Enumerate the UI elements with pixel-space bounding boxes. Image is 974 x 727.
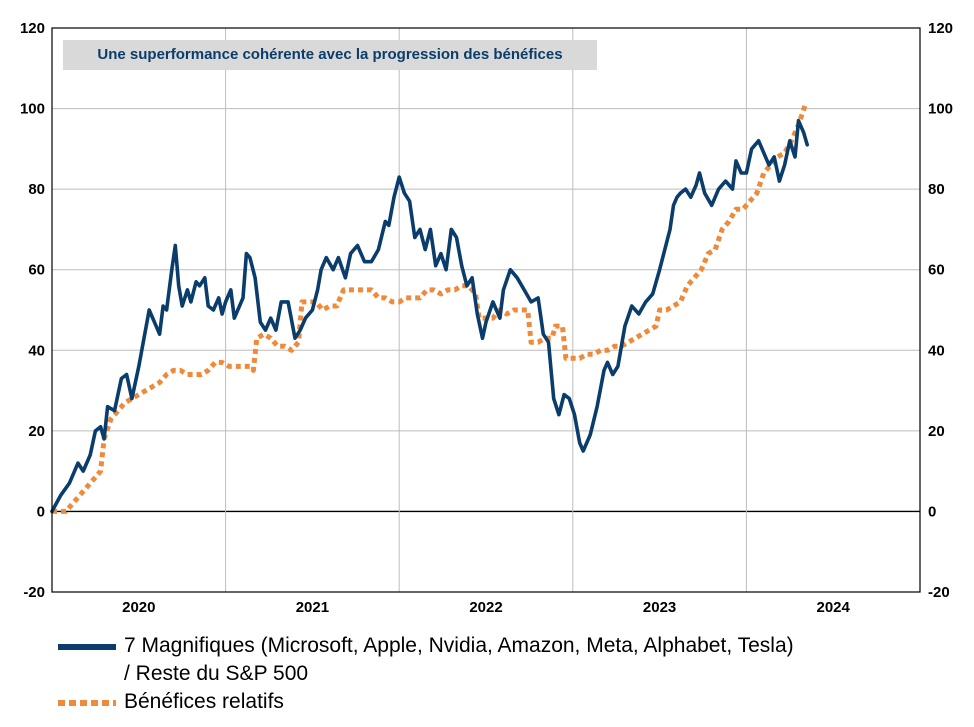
y-tick-label-left: 100: [20, 101, 45, 118]
series-line-magnificent-seven: [50, 118, 809, 514]
legend-label-line1: 7 Magnifiques (Microsoft, Apple, Nvidia,…: [124, 634, 794, 657]
series-layer: [50, 103, 809, 514]
legend-swatch-dotted: [58, 700, 116, 706]
y-tick-label-left: 0: [37, 503, 45, 520]
x-tick-label: 2022: [469, 599, 502, 616]
y-tick-label-right: 100: [928, 101, 953, 118]
y-tick-label-right: 60: [928, 262, 945, 279]
y-tick-label-left: 40: [28, 342, 45, 359]
chart-title-box: Une superformance cohérente avec la prog…: [63, 40, 597, 70]
series-line-relative-earnings: [52, 103, 808, 514]
y-tick-label-left: 80: [28, 181, 45, 198]
y-tick-label-right: 40: [928, 342, 945, 359]
plot-frame: [51, 27, 921, 593]
y-tick-label-left: 20: [28, 423, 45, 440]
x-tick-label: 2023: [643, 599, 676, 616]
y-tick-label-right: 0: [928, 503, 936, 520]
legend-label-magnificent-seven: 7 Magnifiques (Microsoft, Apple, Nvidia,…: [124, 632, 794, 688]
x-tick-label: 2024: [817, 599, 851, 616]
y-tick-label-left: 60: [28, 262, 45, 279]
legend-item-magnificent-seven: 7 Magnifiques (Microsoft, Apple, Nvidia,…: [58, 632, 958, 688]
x-tick-label: 2021: [296, 599, 329, 616]
legend: 7 Magnifiques (Microsoft, Apple, Nvidia,…: [58, 632, 958, 716]
y-tick-label-right: -20: [928, 584, 950, 601]
chart-title: Une superformance cohérente avec la prog…: [97, 46, 563, 63]
y-tick-label-left: 120: [20, 20, 45, 37]
legend-item-relative-earnings: Bénéfices relatifs: [58, 688, 958, 716]
y-tick-label-right: 80: [928, 181, 945, 198]
grid-layer: [52, 27, 920, 593]
y-tick-label-left: -20: [23, 584, 45, 601]
axis-layer: [51, 27, 921, 593]
y-tick-label-right: 20: [928, 423, 945, 440]
y-tick-label-right: 120: [928, 20, 953, 37]
legend-label-relative-earnings: Bénéfices relatifs: [124, 690, 284, 713]
x-tick-label: 2020: [122, 599, 155, 616]
legend-swatch-solid: [58, 644, 116, 650]
legend-label-line2: / Reste du S&P 500: [124, 662, 309, 685]
